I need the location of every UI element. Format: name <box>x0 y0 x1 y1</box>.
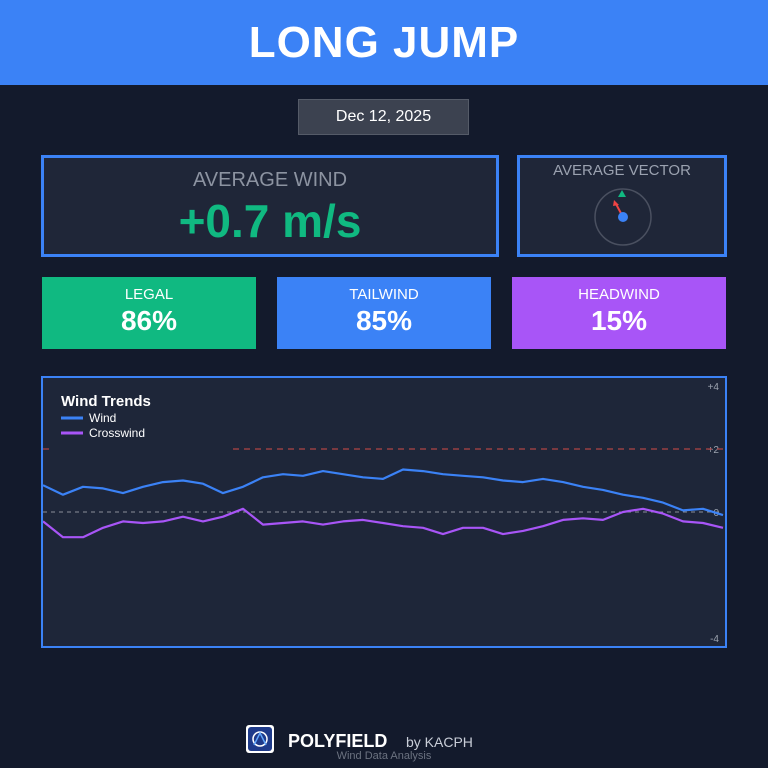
footer-subtitle: Wind Data Analysis <box>336 750 432 762</box>
legend-wind-label: Wind <box>89 411 116 425</box>
page-title: LONG JUMP <box>248 17 520 67</box>
tailwind-value: 85% <box>355 305 413 336</box>
footer-by: by KACPH <box>406 734 473 750</box>
wind-vector-icon <box>594 188 652 246</box>
header-bar: LONG JUMP <box>0 0 768 85</box>
crosswind-series-line <box>43 507 724 539</box>
wind-series-line <box>43 468 724 517</box>
wind-trends-chart: Wind Trends Wind Crosswind +4 +2 0 -4 <box>41 376 727 648</box>
wind-trends-plot: Wind Trends Wind Crosswind +4+20-4 <box>43 382 724 645</box>
legal-label: LEGAL <box>124 286 174 303</box>
legal-value: 86% <box>120 305 178 336</box>
y-tick-label: -4 <box>710 634 719 645</box>
average-vector-label: AVERAGE VECTOR <box>553 162 691 179</box>
average-vector-card: AVERAGE VECTOR <box>517 155 727 257</box>
headwind-value: 15% <box>590 305 648 336</box>
tailwind-card: TAILWIND 85% <box>277 277 491 349</box>
headwind-card: HEADWIND 15% <box>512 277 726 349</box>
average-wind-label: AVERAGE WIND <box>192 169 348 191</box>
average-wind-card: AVERAGE WIND +0.7 m/s <box>41 155 499 257</box>
legal-card: LEGAL 86% <box>42 277 256 349</box>
headwind-label: HEADWIND <box>578 286 660 303</box>
y-tick-label: +4 <box>708 382 720 393</box>
chart-title: Wind Trends <box>61 393 151 410</box>
footer-brand: POLYFIELD <box>288 731 388 751</box>
tailwind-label: TAILWIND <box>349 286 419 303</box>
footer: POLYFIELD by KACPH Wind Data Analysis <box>0 722 768 768</box>
legend-crosswind-label: Crosswind <box>89 426 145 440</box>
average-wind-value: +0.7 m/s <box>178 195 362 247</box>
date-badge: Dec 12, 2025 <box>298 99 469 135</box>
y-tick-label: +2 <box>708 445 720 456</box>
polyfield-logo-icon <box>246 725 274 753</box>
